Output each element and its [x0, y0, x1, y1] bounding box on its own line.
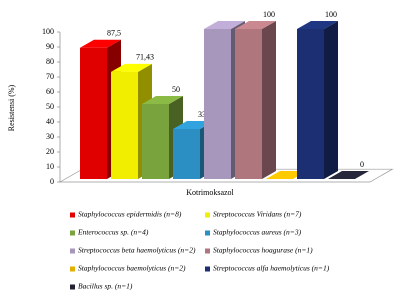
y-tick-label: 50 — [46, 102, 54, 111]
legend-label: Staphylococcus baemolyticus (n=2) — [78, 264, 186, 273]
legend-swatch — [70, 266, 75, 272]
legend-label: Streptococcus alfa haemolyticus (n=1) — [213, 264, 330, 273]
bar — [235, 29, 262, 179]
legend-swatch — [205, 212, 210, 218]
bar — [204, 29, 231, 179]
legend-label: Streptococcus Viridans (n=7) — [213, 210, 302, 219]
bar — [297, 29, 324, 179]
value-label: 100 — [325, 10, 337, 19]
bar-side — [262, 21, 276, 179]
bar-side — [324, 21, 338, 179]
bar — [80, 47, 107, 179]
value-label: 100 — [263, 10, 275, 19]
y-tick-label: 100 — [42, 27, 54, 36]
bar-top — [173, 121, 214, 130]
y-axis-title: Resistensi (%) — [7, 84, 16, 131]
bar — [142, 104, 169, 179]
bar-top — [80, 39, 121, 48]
x-tick-label: Kotrimoksazol — [186, 188, 234, 197]
y-tick-label: 20 — [46, 147, 54, 156]
legend-label: Staphylococcus aureus (n=3) — [213, 228, 302, 237]
legend-swatch — [205, 230, 210, 236]
legend-label: Streptococcus beta haemolyticus (n=2) — [78, 246, 196, 255]
legend-label: Staphylococcus epidermidis (n=8) — [78, 210, 182, 219]
bar-top — [266, 171, 307, 179]
y-tick-label: 0 — [50, 177, 54, 186]
y-tick-label: 90 — [46, 42, 54, 51]
bar-top — [111, 63, 152, 72]
value-label: 71,43 — [136, 53, 154, 62]
legend-swatch — [70, 248, 75, 254]
bar — [111, 71, 138, 179]
bar-top — [297, 21, 338, 29]
y-tick-label: 10 — [46, 162, 54, 171]
value-label: 0 — [360, 160, 364, 169]
legend-swatch — [70, 284, 75, 290]
legend-swatch — [205, 248, 210, 254]
bar-top — [204, 21, 245, 29]
y-tick-label: 80 — [46, 57, 54, 66]
legend-swatch — [70, 230, 75, 236]
bar-top — [328, 171, 369, 179]
bar — [173, 129, 200, 179]
value-label: 50 — [172, 85, 180, 94]
y-tick-label: 40 — [46, 117, 54, 126]
y-tick-label: 60 — [46, 87, 54, 96]
y-tick-label: 70 — [46, 72, 54, 81]
legend-label: Bacillus sp. (n=1) — [78, 282, 133, 291]
y-tick-label: 30 — [46, 132, 54, 141]
legend-swatch — [205, 266, 210, 272]
legend-swatch — [70, 212, 75, 218]
value-label: 87,5 — [107, 29, 121, 38]
legend-label: Enterococcus sp. (n=4) — [77, 228, 149, 237]
bar-top — [142, 96, 183, 104]
bar-top — [235, 21, 276, 29]
legend-label: Staphylococcus hoagurase (n=1) — [213, 246, 313, 255]
